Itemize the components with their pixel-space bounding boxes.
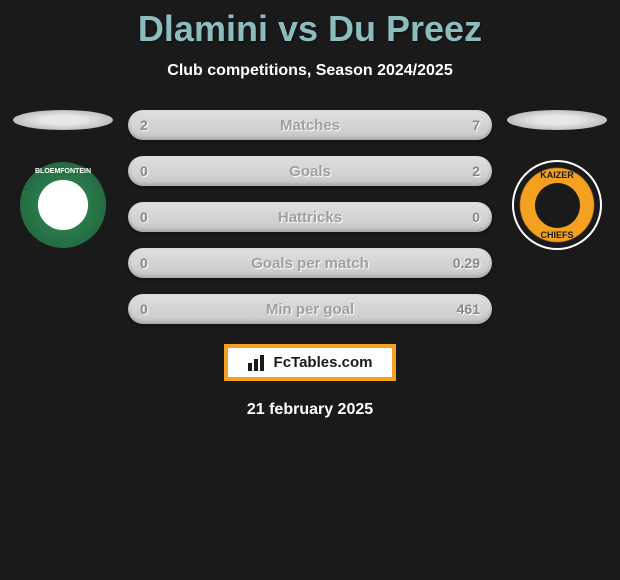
stat-right-value: 7 [472,117,480,133]
stat-left-value: 0 [140,209,148,225]
stat-row-min-per-goal: 0 Min per goal 461 [128,294,492,324]
main-comparison-area: BLOEMFONTEIN 2 Matches 7 0 Goals 2 0 Hat… [0,110,620,324]
stat-right-value: 461 [457,301,480,317]
stat-label: Min per goal [266,301,354,318]
stats-column: 2 Matches 7 0 Goals 2 0 Hattricks 0 0 Go… [128,110,492,324]
stat-label: Hattricks [278,209,342,226]
date-text: 21 february 2025 [247,401,373,419]
page-subtitle: Club competitions, Season 2024/2025 [167,62,452,80]
stat-right-value: 0.29 [453,255,480,271]
player-shadow-right [507,110,607,130]
stat-row-matches: 2 Matches 7 [128,110,492,140]
stat-label: Goals [289,163,331,180]
brand-banner: FcTables.com [224,344,397,381]
page-title: Dlamini vs Du Preez [138,8,482,50]
stat-left-value: 2 [140,117,148,133]
stat-label: Goals per match [251,255,369,272]
stat-left-value: 0 [140,163,148,179]
brand-text: FcTables.com [274,354,373,371]
right-badge-label-bottom: CHIEFS [540,230,573,240]
right-badge-inner [535,183,580,228]
stat-right-value: 2 [472,163,480,179]
left-club-badge: BLOEMFONTEIN [18,160,108,250]
right-club-badge: KAIZER CHIEFS [512,160,602,250]
right-badge-label-top: KAIZER [540,170,574,180]
stat-row-hattricks: 0 Hattricks 0 [128,202,492,232]
left-badge-label: BLOEMFONTEIN [35,168,91,175]
stat-right-value: 0 [472,209,480,225]
stat-left-value: 0 [140,255,148,271]
comparison-card: Dlamini vs Du Preez Club competitions, S… [0,0,620,580]
stat-label: Matches [280,117,340,134]
stat-row-goals-per-match: 0 Goals per match 0.29 [128,248,492,278]
right-team-column: KAIZER CHIEFS [502,110,612,250]
stat-row-goals: 0 Goals 2 [128,156,492,186]
player-shadow-left [13,110,113,130]
bar-chart-icon [248,355,268,371]
stat-left-value: 0 [140,301,148,317]
left-team-column: BLOEMFONTEIN [8,110,118,250]
